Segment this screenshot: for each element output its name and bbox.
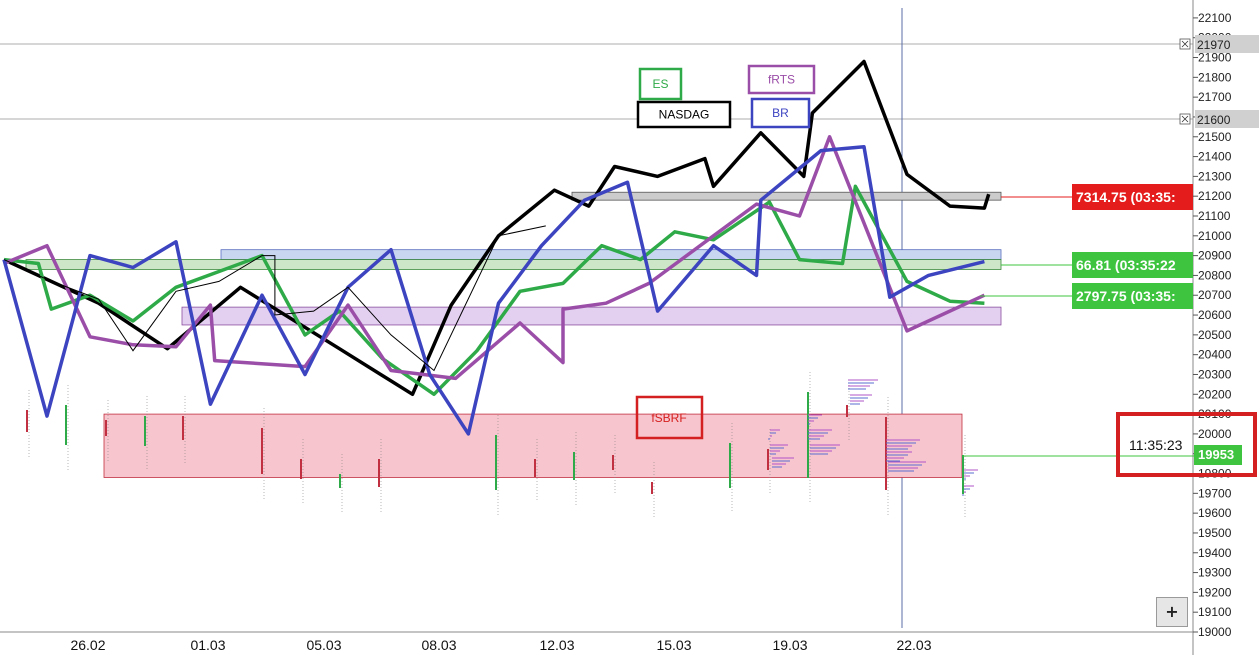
legend-label: BR xyxy=(772,106,789,120)
x-tick-label: 15.03 xyxy=(656,637,691,653)
zone-rect xyxy=(181,306,1002,326)
y-tick-label: 21300 xyxy=(1198,169,1232,183)
clock-highlight-box xyxy=(1116,412,1257,477)
y-tick-label: 21500 xyxy=(1198,130,1232,144)
legend-box xyxy=(750,97,811,129)
x-tick-label: 01.03 xyxy=(190,637,225,653)
x-tick-label: 26.02 xyxy=(70,637,105,653)
x-tick-label: 08.03 xyxy=(421,637,456,653)
price-tag-bg xyxy=(1072,184,1193,210)
add-button[interactable]: + xyxy=(1156,597,1188,627)
price-tag-label: 7314.75 (03:35: xyxy=(1076,189,1176,205)
price-tag-bg xyxy=(1072,283,1193,309)
y-tick-label: 19700 xyxy=(1198,486,1232,500)
volume-profile-layer xyxy=(26,372,978,519)
price-tag-label: 66.81 (03:35:22 xyxy=(1076,257,1176,273)
y-tick-label: 21000 xyxy=(1198,229,1232,243)
y-tick-label: 20900 xyxy=(1198,249,1232,263)
highlight-tick-label: 21600 xyxy=(1197,113,1231,127)
y-tick-label: 20300 xyxy=(1198,367,1232,381)
y-tick-label: 20000 xyxy=(1198,427,1232,441)
x-tick-label: 22.03 xyxy=(896,637,931,653)
legend-box xyxy=(635,395,704,440)
y-tick-label: 20800 xyxy=(1198,268,1232,282)
y-tick-label: 19600 xyxy=(1198,506,1232,520)
y-tick-label: 20200 xyxy=(1198,387,1232,401)
series-line-thin xyxy=(3,225,546,372)
y-tick-label: 19000 xyxy=(1198,625,1232,639)
y-tick-label: 21800 xyxy=(1198,70,1232,84)
price-tags-layer: 7314.75 (03:35: 66.81 (03:35:22 2797.75 (0… xyxy=(963,184,1194,457)
y-tick-label: 21100 xyxy=(1198,209,1231,223)
close-icon-stroke xyxy=(1181,115,1189,123)
zone-rect xyxy=(25,259,1002,270)
legend-label: fRTS xyxy=(768,73,795,87)
price-tag-label: 2797.75 (03:35: xyxy=(1076,288,1176,304)
y-tick-label: 21900 xyxy=(1198,51,1232,65)
y-tick-label: 19300 xyxy=(1198,566,1232,580)
legend-label: fSBRF xyxy=(651,411,686,425)
y-tick-label: 21700 xyxy=(1198,90,1232,104)
x-tick-label: 12.03 xyxy=(539,637,574,653)
y-tick-label: 19500 xyxy=(1198,526,1232,540)
series-line-es xyxy=(3,184,985,397)
legend-label: NASDAG xyxy=(659,108,710,122)
legend-box xyxy=(636,100,732,129)
x-tick-label: 05.03 xyxy=(306,637,341,653)
y-tick-label: 20500 xyxy=(1198,328,1232,342)
legend-box xyxy=(638,67,683,101)
y-tick-label: 19400 xyxy=(1198,546,1232,560)
y-tick-label: 21400 xyxy=(1198,150,1232,164)
y-tick-label: 22100 xyxy=(1198,11,1232,25)
y-tick-label: 19200 xyxy=(1198,585,1232,599)
zones-layer xyxy=(25,191,1002,478)
series-layer xyxy=(2,59,991,436)
series-line-br xyxy=(2,144,985,436)
price-tag-bg xyxy=(1072,252,1193,278)
highlight-tick-bg xyxy=(1195,110,1259,128)
clock-time: 11:35:23 xyxy=(1129,437,1183,453)
highlight-tick-label: 21970 xyxy=(1197,38,1231,52)
close-icon-stroke xyxy=(1181,40,1189,48)
zone-rect xyxy=(103,413,963,478)
last-price-tag: 19953 xyxy=(1194,445,1242,465)
x-tick-label: 19.03 xyxy=(772,637,807,653)
zone-rect xyxy=(571,191,1002,201)
highlight-tick-bg xyxy=(1195,35,1259,53)
y-tick-label: 19100 xyxy=(1198,605,1232,619)
y-tick-label: 20700 xyxy=(1198,288,1232,302)
legend-box xyxy=(747,64,816,95)
y-tick-label: 20600 xyxy=(1198,308,1232,322)
y-tick-label: 20400 xyxy=(1198,348,1232,362)
y-tick-label: 21200 xyxy=(1198,189,1232,203)
series-line-nasdag xyxy=(3,59,991,397)
legend-label: ES xyxy=(652,77,668,91)
legend-layer: ES fRTS NASDAG BR fSBRF xyxy=(635,64,816,440)
